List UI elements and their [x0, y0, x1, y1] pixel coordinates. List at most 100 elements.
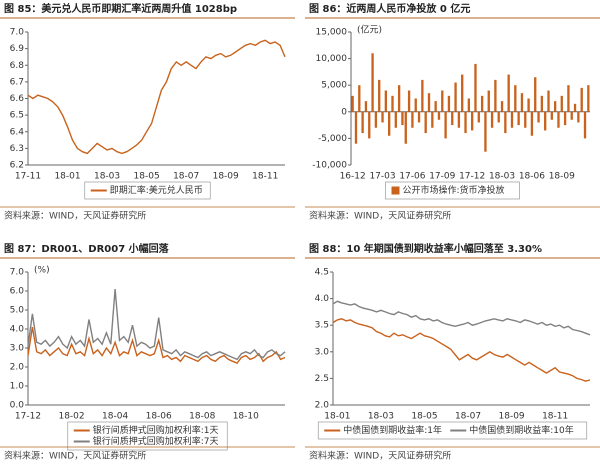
x-tick-label: 17-12 [15, 412, 41, 422]
bar [467, 98, 471, 112]
x-tick-label: 18-03 [489, 172, 515, 182]
y-tick-label: -5,000 [318, 134, 347, 144]
y-tick-label: 6.0 [10, 287, 25, 297]
line-series [27, 39, 286, 155]
y-unit: (亿元) [357, 24, 382, 36]
legend-label: 公开市场操作:货币净投放 [403, 184, 505, 196]
bar [470, 111, 474, 131]
x-tick-label: 17-11 [15, 172, 41, 182]
x-tick-label: 18-09 [499, 412, 525, 422]
x-tick-label: 18-10 [233, 412, 259, 422]
bar [404, 111, 407, 144]
y-tick-label: 3.0 [315, 347, 330, 357]
bar [394, 111, 397, 128]
bar [354, 111, 358, 144]
line-series [27, 289, 286, 361]
x-tick-label: 18-08 [189, 412, 215, 422]
bar [544, 111, 547, 131]
x-tick-label: 17-09 [429, 172, 455, 182]
y-tick-label: 7.0 [10, 268, 25, 278]
bar [417, 111, 421, 123]
chart-title: 图 86：近两周人民币净投放 0 亿元 [309, 2, 470, 15]
bar [368, 111, 371, 139]
legend-label: 银行间质押式回购加权利率:1天 [93, 424, 219, 436]
y-tick-label: 4.0 [10, 325, 25, 335]
bar [444, 111, 447, 139]
x-tick-label: 18-04 [102, 412, 128, 422]
bar [520, 93, 524, 112]
x-tick-label: 18-09 [213, 172, 239, 182]
y-tick-label: 1.0 [10, 382, 25, 392]
y-tick-label: 2.0 [10, 363, 25, 373]
bar [517, 111, 520, 126]
bar [580, 87, 583, 112]
bar [361, 111, 364, 134]
legend-box [317, 421, 588, 440]
source: 资料来源：WIND，天风证券研究所 [4, 210, 146, 222]
y-unit: (%) [34, 266, 50, 276]
y-tick-label: 6.6 [10, 94, 25, 104]
bar [530, 111, 534, 136]
bar [557, 111, 560, 128]
x-tick-label: 18-01 [54, 172, 80, 182]
x-tick-label: 18-03 [94, 172, 120, 182]
source: 资料来源：WIND，天风证券研究所 [309, 210, 451, 222]
legend-box [67, 421, 228, 451]
bar [411, 111, 414, 128]
x-tick-label: 18-06 [519, 172, 545, 182]
bar [454, 82, 457, 112]
x-tick-label: 18-01 [324, 412, 350, 422]
bar [364, 101, 368, 112]
legend-label: 中债国债到期收益率:1年 [343, 424, 442, 436]
bar [414, 98, 417, 112]
bar [514, 85, 517, 112]
bar [507, 74, 510, 112]
legend-label: 银行间质押式回购加权利率:7天 [93, 435, 219, 447]
x-tick-label: 18-07 [173, 172, 199, 182]
bar [358, 85, 361, 112]
bar [424, 111, 427, 134]
bar [378, 79, 381, 112]
y-tick-label: 6.8 [10, 61, 25, 71]
bar [441, 90, 444, 112]
bar [461, 74, 464, 112]
y-tick-label: 3.5 [315, 321, 329, 331]
bar [560, 95, 563, 112]
bar [381, 111, 384, 123]
bar [497, 111, 500, 123]
bar [374, 111, 378, 128]
bar [451, 111, 454, 126]
y-tick-label: 0.0 [10, 401, 25, 411]
y-tick-label: 15,000 [316, 28, 348, 38]
bar [391, 95, 394, 112]
bar [550, 111, 553, 120]
x-tick-label: 16-12 [340, 172, 366, 182]
x-tick-label: 18-07 [455, 412, 481, 422]
x-tick-label: 17-06 [399, 172, 425, 182]
legend-label: 即期汇率:美元兑人民币 [110, 184, 203, 196]
y-tick-label: 2.0 [315, 401, 330, 411]
x-tick-label: 18-06 [146, 412, 172, 422]
bar [587, 85, 590, 112]
y-tick-label: 6.9 [10, 44, 25, 54]
legend-label: 中债国债到期收益率:10年 [469, 424, 574, 436]
line-series [332, 318, 591, 382]
bar [384, 90, 388, 112]
y-tick-label: 6.5 [10, 111, 24, 121]
x-tick-label: 18-05 [134, 172, 160, 182]
bar [434, 101, 437, 112]
bar [431, 111, 434, 128]
legend-box [385, 181, 520, 200]
bar [537, 111, 540, 123]
legend-box [84, 181, 211, 200]
bar [553, 101, 557, 112]
bar [457, 111, 461, 128]
chart-title: 图 88：10 年期国债到期收益率小幅回落至 3.30% [309, 242, 542, 255]
x-tick-label: 17-03 [369, 172, 395, 182]
y-tick-label: 5,000 [321, 81, 347, 91]
x-tick-label: 18-09 [549, 172, 575, 182]
bar [570, 111, 573, 120]
y-tick-label: 0 [341, 107, 347, 117]
bar [490, 111, 494, 128]
